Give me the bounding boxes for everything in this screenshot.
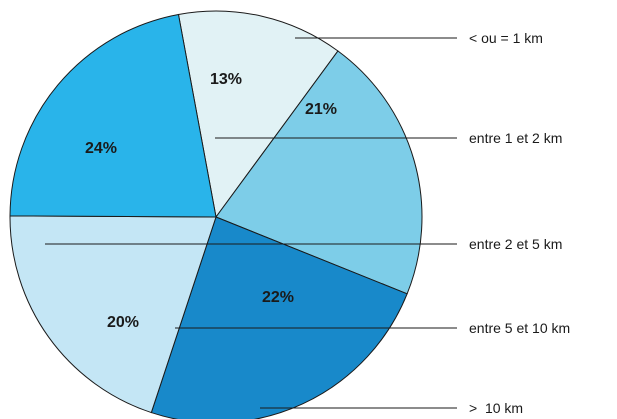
legend-label-5-10km: entre 5 et 10 km <box>469 320 570 336</box>
legend-label-2-5km: entre 2 et 5 km <box>469 236 562 252</box>
leader-lines <box>45 37 457 409</box>
value-label-24: 24% <box>85 140 117 157</box>
legend-label-gt-10km: > 10 km <box>469 400 523 416</box>
slice-gt-10km <box>9 13 217 218</box>
legend-label-1-2km: entre 1 et 2 km <box>469 130 562 146</box>
legend-label-le-1km: < ou = 1 km <box>469 30 543 46</box>
slice-le-1km <box>215 50 423 295</box>
pie-value-labels: 21% 13% 24% 20% 22% <box>85 71 337 331</box>
value-label-13: 13% <box>210 71 242 88</box>
value-label-20: 20% <box>107 314 139 331</box>
slice-5-10km <box>9 215 217 414</box>
pie-slices <box>9 10 423 419</box>
legend: < ou = 1 km entre 1 et 2 km entre 2 et 5… <box>469 30 570 416</box>
value-label-21: 21% <box>305 101 337 118</box>
value-label-22: 22% <box>262 289 294 306</box>
slice-1-2km <box>177 10 339 219</box>
slice-2-5km <box>150 216 408 419</box>
